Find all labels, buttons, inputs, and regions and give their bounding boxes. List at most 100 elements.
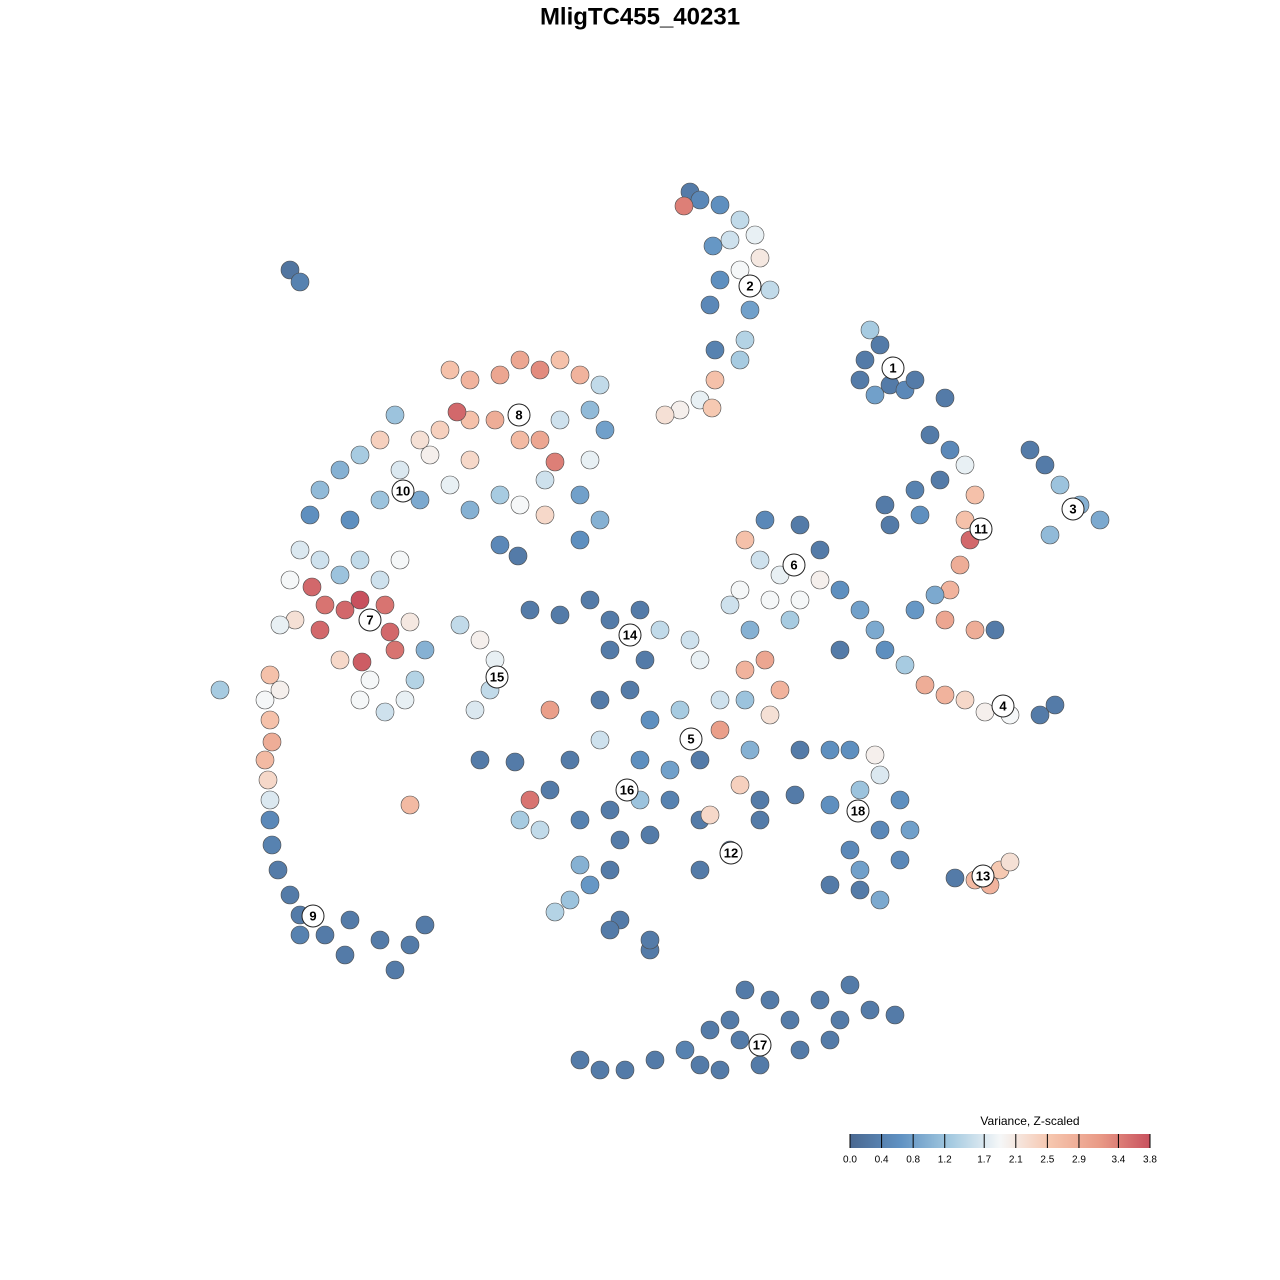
cluster-label-circle	[738, 274, 762, 298]
point	[945, 868, 965, 888]
point	[674, 196, 694, 216]
point	[485, 410, 505, 430]
cluster-label: 7	[366, 612, 373, 627]
point	[385, 405, 405, 425]
point	[860, 1000, 880, 1020]
point	[900, 820, 920, 840]
point	[290, 272, 310, 292]
point	[1040, 525, 1060, 545]
point	[955, 455, 975, 475]
point	[390, 460, 410, 480]
colorbar-tick-label: 2.5	[1040, 1155, 1054, 1166]
point	[930, 470, 950, 490]
point	[410, 490, 430, 510]
cluster-label-circle	[991, 694, 1015, 718]
point	[940, 440, 960, 460]
point	[750, 810, 770, 830]
point	[985, 620, 1005, 640]
point	[1090, 510, 1110, 530]
point	[540, 780, 560, 800]
point	[735, 690, 755, 710]
point	[710, 270, 730, 290]
point	[350, 445, 370, 465]
point	[730, 580, 750, 600]
point	[750, 248, 770, 268]
point	[820, 795, 840, 815]
point	[520, 790, 540, 810]
point	[780, 610, 800, 630]
point	[790, 590, 810, 610]
point	[855, 350, 875, 370]
point	[702, 398, 722, 418]
point	[300, 505, 320, 525]
point	[255, 690, 275, 710]
point	[490, 365, 510, 385]
cluster-label-circle	[301, 904, 325, 928]
cluster-label-circle	[358, 608, 382, 632]
point	[850, 780, 870, 800]
point	[340, 510, 360, 530]
point	[865, 620, 885, 640]
cluster-label: 1	[889, 360, 896, 375]
point	[420, 445, 440, 465]
point	[1000, 852, 1020, 872]
point	[600, 860, 620, 880]
point	[590, 1060, 610, 1080]
points	[210, 182, 1110, 1080]
point	[840, 975, 860, 995]
point	[280, 260, 300, 280]
point	[700, 805, 720, 825]
point	[640, 930, 660, 950]
point	[510, 810, 530, 830]
point	[735, 980, 755, 1000]
point	[315, 595, 335, 615]
cluster-label: 12	[724, 845, 738, 860]
point	[740, 300, 760, 320]
point	[760, 705, 780, 725]
point	[550, 410, 570, 430]
point	[310, 480, 330, 500]
point	[785, 785, 805, 805]
colorbar-tick-label: 2.1	[1009, 1155, 1023, 1166]
point	[770, 680, 790, 700]
point	[870, 765, 890, 785]
point	[910, 505, 930, 525]
point	[650, 620, 670, 640]
cluster-label: 10	[396, 483, 410, 498]
point	[870, 890, 890, 910]
point	[690, 750, 710, 770]
point	[545, 902, 565, 922]
point	[415, 915, 435, 935]
point	[810, 570, 830, 590]
cluster-label: 6	[790, 557, 797, 572]
cluster-label-circle	[748, 1033, 772, 1057]
point	[260, 710, 280, 730]
cluster-label-circle	[881, 356, 905, 380]
point	[505, 752, 525, 772]
point	[790, 740, 810, 760]
point	[255, 750, 275, 770]
point	[570, 530, 590, 550]
point	[655, 405, 675, 425]
point	[530, 430, 550, 450]
cluster-label-circle	[969, 517, 993, 541]
point	[1030, 705, 1050, 725]
point	[690, 650, 710, 670]
point	[262, 732, 282, 752]
point	[570, 810, 590, 830]
point	[615, 1060, 635, 1080]
point	[370, 490, 390, 510]
point	[860, 320, 880, 340]
point	[895, 655, 915, 675]
cluster-label-circle	[679, 727, 703, 751]
point	[510, 430, 530, 450]
point	[630, 750, 650, 770]
point	[600, 640, 620, 660]
point	[270, 615, 290, 635]
point	[905, 480, 925, 500]
point	[262, 835, 282, 855]
point	[370, 930, 390, 950]
cluster-label-circle	[846, 799, 870, 823]
point	[535, 470, 555, 490]
point	[210, 680, 230, 700]
